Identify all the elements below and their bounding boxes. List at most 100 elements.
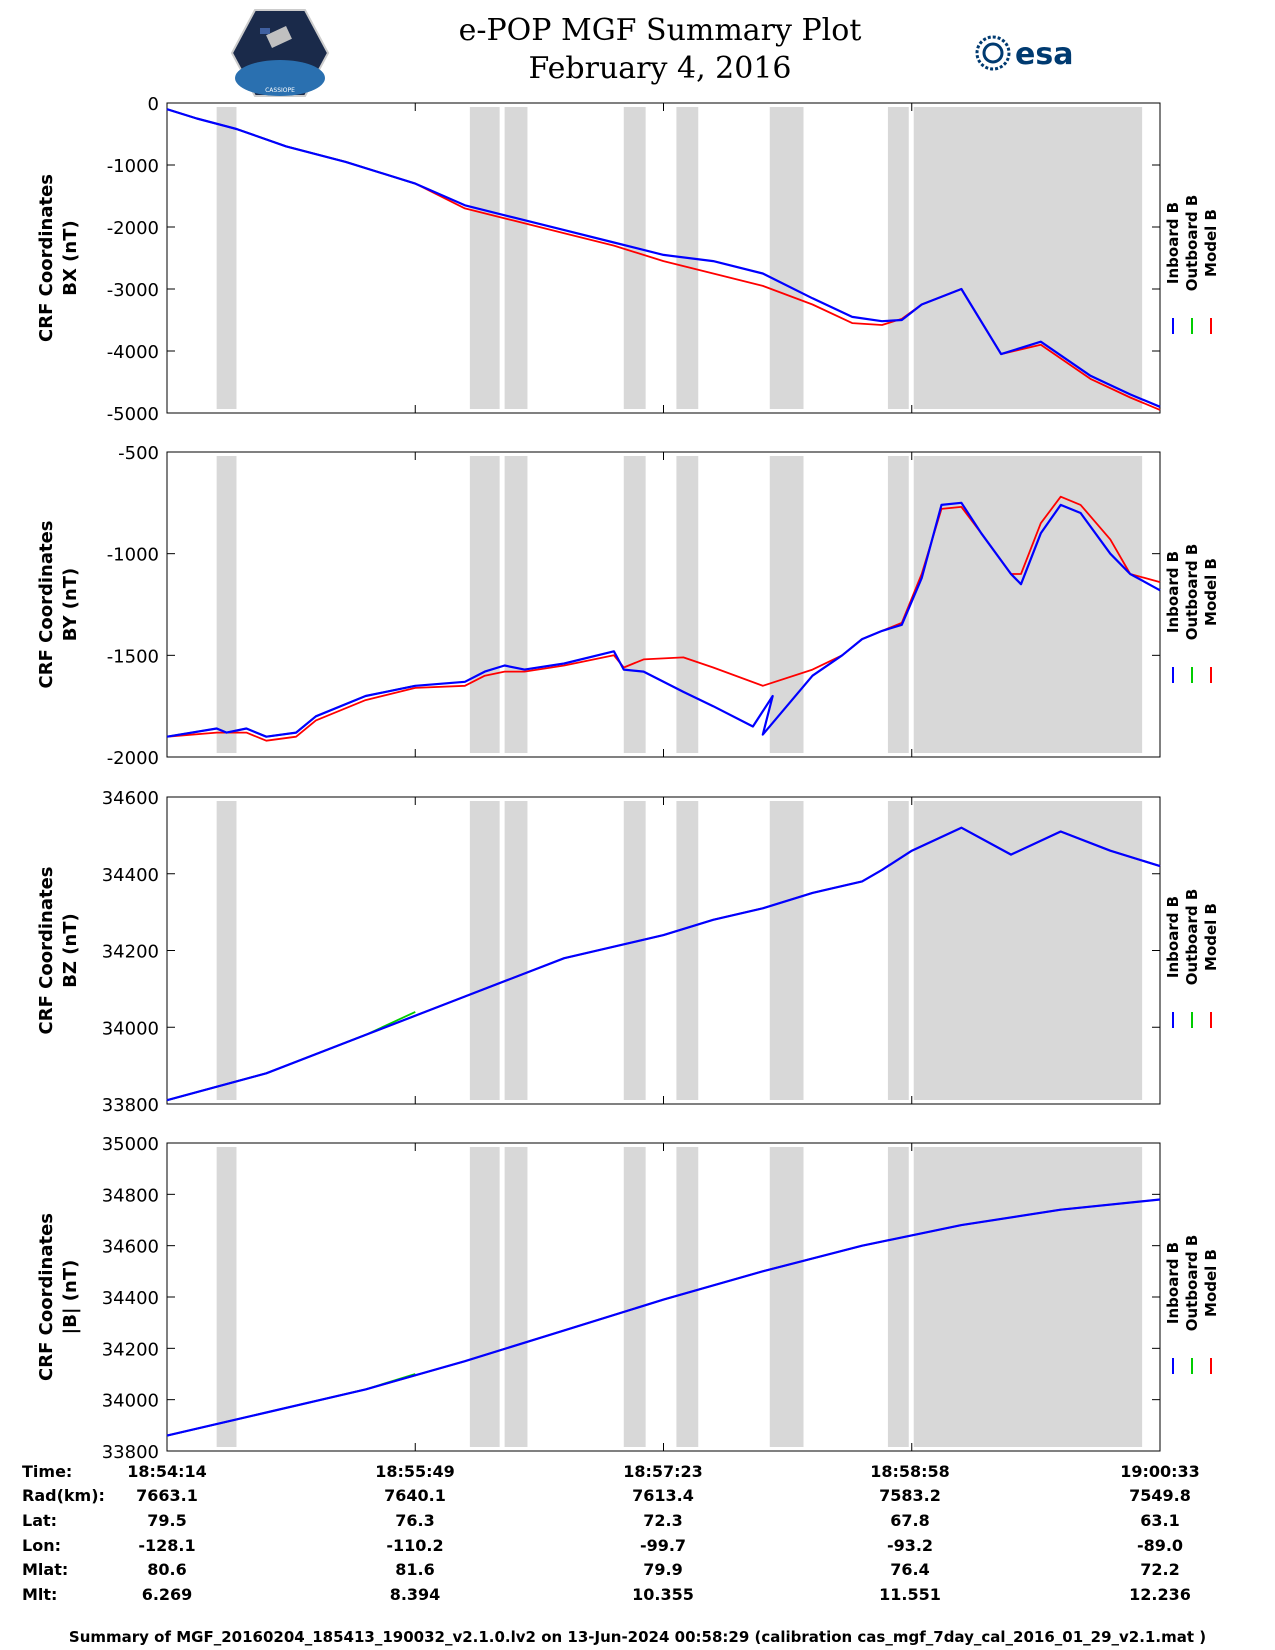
legend-label: Outboard B (1183, 544, 1201, 641)
esa-logo: esa (975, 35, 1073, 72)
data-gap-band (469, 1147, 500, 1447)
panel-2: -500 -1000 -1500 -2000 CRF Coordinates BY (nT… (36, 443, 1220, 769)
y-axis-label: CRF Coordinates (36, 521, 57, 689)
data-gap-band (769, 1147, 804, 1447)
ephemeris-row-label: Time: (22, 1462, 73, 1481)
ephemeris-row-label: Rad(km): (22, 1486, 105, 1505)
y-tick-label: 33800 (102, 1095, 159, 1116)
series-line-model-b (166, 495, 1161, 742)
series-line-inboard-b (166, 1198, 1161, 1437)
data-gap-band (504, 1147, 528, 1447)
y-tick-label: -4000 (107, 342, 159, 363)
data-gap-band (504, 107, 528, 409)
y-tick-label: 34000 (102, 1391, 159, 1412)
legend-label: Model B (1202, 1249, 1220, 1317)
plot-title: e-POP MGF Summary Plot February 4, 2016 (380, 12, 940, 88)
data-gap-band (676, 456, 699, 753)
series-line-inboard-b (166, 501, 1161, 738)
data-gap-band (469, 107, 500, 409)
data-gap-band (469, 456, 500, 753)
ephemeris-value: 18:57:23 (623, 1462, 703, 1481)
ephemeris-value: 7613.4 (632, 1486, 694, 1505)
legend-label: Model B (1202, 903, 1220, 971)
data-gap-band (887, 107, 909, 409)
y-tick-label: 33800 (102, 1442, 159, 1460)
esa-logo-text: esa (1015, 37, 1073, 72)
data-gap-band (216, 801, 237, 1100)
y-tick-label: -5000 (107, 404, 159, 425)
ephemeris-value: 19:00:33 (1120, 1462, 1200, 1481)
y-tick-label: 34600 (102, 788, 159, 809)
y-tick-label: -3000 (107, 280, 159, 301)
title-line: e-POP MGF Summary Plot (458, 13, 862, 48)
y-axis-label: CRF Coordinates (36, 174, 57, 342)
ephemeris-value: 8.394 (389, 1585, 441, 1604)
y-tick-label: -1500 (107, 646, 159, 667)
data-gap-band (769, 456, 804, 753)
panel-4: 35000 34800 34600 34400 34200 34000 33800 CRF C… (36, 1134, 1220, 1460)
ephemeris-value: 7663.1 (136, 1486, 198, 1505)
ephemeris-value: 79.5 (147, 1511, 187, 1530)
data-gap-band (469, 801, 500, 1100)
ephemeris-value: -99.7 (639, 1536, 687, 1555)
data-gap-band (913, 1147, 1143, 1447)
ephemeris-value: 18:54:14 (127, 1462, 207, 1481)
legend-label: Inboard B (1164, 551, 1182, 633)
ephemeris-value: 67.8 (890, 1511, 930, 1530)
footer-caption: Summary of MGF_20160204_185413_190032_v2… (68, 1628, 1207, 1646)
data-gap-band (769, 107, 804, 409)
ephemeris-value: 81.6 (395, 1560, 435, 1579)
y-tick-label: 34200 (102, 942, 159, 963)
data-gap-band (216, 456, 237, 753)
panel-1: 0 -1000 -2000 -3000 -4000 -5000 CRF Coordinate… (36, 94, 1220, 425)
data-gap-band (676, 801, 699, 1100)
panel-3: 34600 34400 34200 34000 33800 CRF Coordinates… (36, 788, 1220, 1116)
legend-label: Model B (1202, 209, 1220, 277)
data-gap-band (216, 107, 237, 409)
ephemeris-row-label: Mlat: (22, 1560, 69, 1579)
ephemeris-value: 80.6 (147, 1560, 187, 1579)
cassiope-logo-text: CASSIOPE (265, 87, 295, 94)
ephemeris-value: 11.551 (879, 1585, 941, 1604)
legend-label: Outboard B (1183, 1235, 1201, 1332)
data-gap-band (623, 1147, 646, 1447)
y-tick-label: 0 (148, 94, 159, 115)
ephemeris-value: 72.3 (643, 1511, 683, 1530)
ephemeris-value: -89.0 (1136, 1536, 1184, 1555)
ephemeris-value: -128.1 (138, 1536, 196, 1555)
ephemeris-row-label: Lon: (22, 1536, 61, 1555)
y-axis-label: |B| (nT) (60, 1260, 81, 1335)
data-gap-band (887, 801, 909, 1100)
series-line-inboard-b (166, 826, 1161, 1102)
data-gap-band (913, 456, 1143, 753)
data-gap-band (216, 1147, 237, 1447)
legend-label: Outboard B (1183, 889, 1201, 986)
summary-chart: 0 -1000 -2000 -3000 -4000 -5000 CRF Coordinate… (36, 94, 1220, 1460)
legend-label: Model B (1202, 558, 1220, 626)
ephemeris-value: 63.1 (1140, 1511, 1180, 1530)
ephemeris-value: 6.269 (141, 1585, 193, 1604)
data-gap-band (504, 801, 528, 1100)
data-gap-band (623, 107, 646, 409)
ephemeris-row-label: Mlt: (22, 1585, 58, 1604)
legend-label: Outboard B (1183, 195, 1201, 292)
ephemeris-value: 12.236 (1129, 1585, 1191, 1604)
legend-label: Inboard B (1164, 1242, 1182, 1324)
legend-label: Inboard B (1164, 896, 1182, 978)
y-tick-label: 34400 (102, 1288, 159, 1309)
date-line: February 4, 2016 (528, 51, 792, 86)
data-gap-band (623, 801, 646, 1100)
series-line-inboard-b (166, 108, 1161, 408)
ephemeris-value: 76.4 (890, 1560, 930, 1579)
ephemeris-table: Time: Rad(km): Lat: Lon: Mlat: Mlt: 18:54:14 76… (0, 1462, 1275, 1622)
y-axis-label: BZ (nT) (60, 913, 81, 988)
ephemeris-value: 72.2 (1140, 1560, 1180, 1579)
ephemeris-value: 76.3 (395, 1511, 435, 1530)
legend-label: Inboard B (1164, 202, 1182, 284)
y-tick-label: 35000 (102, 1134, 159, 1155)
data-gap-band (623, 456, 646, 753)
y-tick-label: 34400 (102, 865, 159, 886)
ephemeris-value: 7583.2 (879, 1486, 941, 1505)
data-gap-band (887, 1147, 909, 1447)
y-axis-label: BY (nT) (60, 568, 81, 642)
